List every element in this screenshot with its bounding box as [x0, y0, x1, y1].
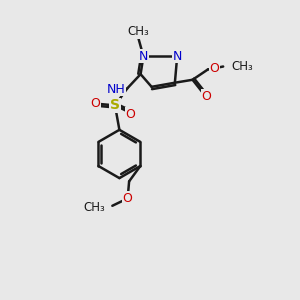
Text: N: N	[139, 50, 148, 63]
Text: O: O	[201, 90, 211, 103]
Text: S: S	[110, 98, 120, 112]
Text: O: O	[90, 97, 100, 110]
Text: CH₃: CH₃	[231, 60, 253, 73]
Text: N: N	[172, 50, 182, 63]
Text: O: O	[125, 108, 135, 121]
Text: O: O	[123, 192, 133, 205]
Text: O: O	[209, 62, 219, 75]
Text: CH₃: CH₃	[83, 201, 105, 214]
Text: CH₃: CH₃	[127, 26, 149, 38]
Text: NH: NH	[107, 83, 126, 96]
